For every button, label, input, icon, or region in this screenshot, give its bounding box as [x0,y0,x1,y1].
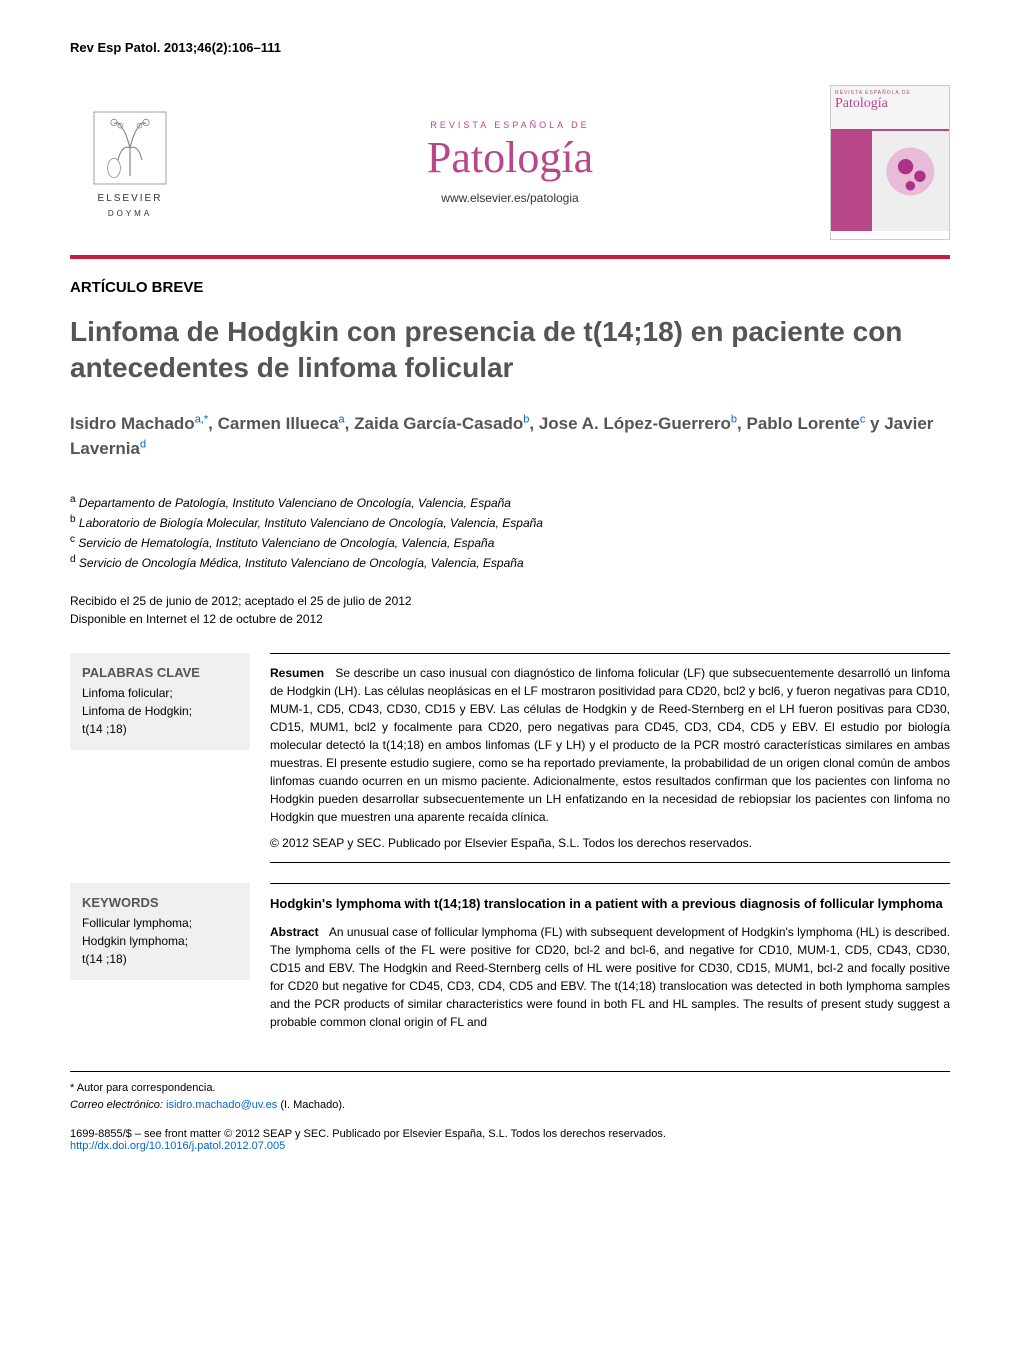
abstract-en-title: Hodgkin's lymphoma with t(14;18) translo… [270,894,950,914]
publication-dates: Recibido el 25 de junio de 2012; aceptad… [70,592,950,628]
correspondence: * Autor para correspondencia. Correo ele… [70,1080,950,1113]
article-type: ARTÍCULO BREVE [70,279,950,296]
abstract-es-content: Resumen Se describe un caso inusual con … [270,653,950,863]
journal-title: Patología [210,132,810,183]
authors-list: Isidro Machadoa,*, Carmen Illuecaa, Zaid… [70,411,950,462]
correspondence-marker: * Autor para correspondencia. [70,1080,950,1097]
publisher-subname: DOYMA [108,209,152,218]
divider-bar [70,255,950,259]
footer-section: * Autor para correspondencia. Correo ele… [70,1071,950,1152]
citation-header: Rev Esp Patol. 2013;46(2):106–111 [70,40,950,55]
issn-line: 1699-8855/$ – see front matter © 2012 SE… [70,1128,950,1140]
journal-url[interactable]: www.elsevier.es/patologia [210,191,810,205]
abstract-en-content: Hodgkin's lymphoma with t(14;18) translo… [270,883,950,1042]
journal-subtitle: REVISTA ESPAÑOLA DE [210,120,810,130]
keywords-en-title: KEYWORDS [82,895,238,910]
abstract-english-block: KEYWORDS Follicular lymphoma;Hodgkin lym… [70,883,950,1042]
article-title: Linfoma de Hodgkin con presencia de t(14… [70,314,950,387]
journal-cover-thumbnail: REVISTA ESPAÑOLA DE Patología [830,85,950,240]
doi-link[interactable]: http://dx.doi.org/10.1016/j.patol.2012.0… [70,1140,950,1152]
brand-row: ELSEVIER DOYMA REVISTA ESPAÑOLA DE Patol… [70,75,950,250]
publisher-logo: ELSEVIER DOYMA [70,98,190,228]
copyright-es: © 2012 SEAP y SEC. Publicado por Elsevie… [270,834,950,852]
keywords-es-list: Linfoma folicular;Linfoma de Hodgkin;t(1… [82,684,238,738]
journal-header: REVISTA ESPAÑOLA DE Patología www.elsevi… [190,120,830,205]
correspondence-email[interactable]: isidro.machado@uv.es [166,1099,277,1111]
keywords-es-title: PALABRAS CLAVE [82,665,238,680]
received-date: Recibido el 25 de junio de 2012; aceptad… [70,592,950,610]
keywords-en-list: Follicular lymphoma;Hodgkin lymphoma;t(1… [82,914,238,968]
affiliations: a Departamento de Patología, Instituto V… [70,492,950,572]
publisher-name: ELSEVIER [98,193,163,204]
elsevier-tree-icon [90,108,170,188]
abstract-spanish-block: PALABRAS CLAVE Linfoma folicular;Linfoma… [70,653,950,863]
online-date: Disponible en Internet el 12 de octubre … [70,610,950,628]
